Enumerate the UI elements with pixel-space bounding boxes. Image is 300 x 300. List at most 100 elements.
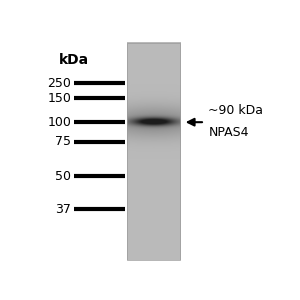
Bar	[127, 201, 181, 202]
Bar	[127, 255, 181, 256]
Bar	[127, 183, 181, 184]
Bar	[127, 130, 181, 131]
Bar	[127, 162, 181, 163]
Bar	[127, 250, 181, 251]
Bar	[127, 166, 181, 167]
Bar	[127, 133, 181, 134]
Bar	[127, 182, 181, 183]
Bar	[127, 256, 181, 257]
Bar	[127, 85, 181, 86]
Bar	[127, 200, 181, 201]
Bar	[127, 230, 181, 231]
Bar	[127, 109, 181, 110]
Bar	[127, 179, 181, 180]
Bar	[127, 89, 181, 90]
Bar	[127, 149, 181, 150]
Bar	[127, 141, 181, 142]
Bar	[127, 44, 181, 45]
Bar	[127, 215, 181, 216]
Bar	[127, 172, 181, 173]
Bar	[127, 52, 181, 53]
Bar	[127, 253, 181, 254]
Bar	[127, 83, 181, 84]
Bar	[127, 198, 181, 199]
Bar	[127, 204, 181, 205]
Bar	[127, 178, 181, 179]
Bar	[127, 91, 181, 92]
Bar	[127, 87, 181, 88]
Bar	[127, 226, 181, 227]
Bar	[127, 144, 181, 145]
Bar	[127, 76, 181, 77]
Bar	[127, 145, 181, 146]
Bar	[127, 94, 181, 95]
Bar	[127, 165, 181, 166]
Bar	[127, 56, 181, 57]
Text: 75: 75	[55, 135, 71, 148]
Bar	[127, 115, 181, 116]
Bar	[127, 130, 181, 131]
Bar	[127, 252, 181, 253]
Bar	[127, 238, 181, 239]
Bar	[127, 44, 181, 45]
Text: 37: 37	[55, 202, 71, 215]
Bar	[127, 73, 181, 74]
Bar	[127, 72, 181, 73]
Bar	[127, 46, 181, 47]
Bar	[127, 134, 181, 135]
Bar	[127, 122, 181, 123]
Bar	[127, 150, 181, 151]
Bar	[127, 245, 181, 246]
Bar	[127, 159, 181, 160]
Bar	[127, 96, 181, 97]
Bar	[127, 102, 181, 103]
Bar	[127, 104, 181, 105]
Bar	[127, 51, 181, 52]
Bar	[127, 54, 181, 55]
Bar	[127, 167, 181, 168]
Bar	[127, 244, 181, 245]
Bar	[127, 188, 181, 189]
Bar	[127, 93, 181, 94]
Bar	[127, 112, 181, 113]
Bar	[127, 204, 181, 205]
Bar	[127, 139, 181, 140]
Bar	[127, 216, 181, 217]
Bar	[127, 180, 181, 181]
Bar	[127, 157, 181, 158]
Bar	[127, 116, 181, 117]
Bar	[127, 140, 181, 141]
Bar	[127, 202, 181, 203]
Bar	[127, 238, 181, 239]
Bar	[127, 122, 181, 124]
Bar	[127, 198, 181, 201]
Bar	[127, 248, 181, 249]
Bar	[127, 102, 181, 103]
Bar	[127, 171, 181, 172]
Bar	[127, 221, 181, 222]
Bar	[127, 194, 181, 195]
Bar	[127, 203, 181, 204]
Bar	[127, 187, 181, 188]
Bar	[127, 43, 181, 44]
Bar	[127, 110, 181, 111]
Bar	[127, 201, 181, 202]
Bar	[127, 188, 181, 189]
Bar	[127, 259, 181, 260]
Bar	[127, 55, 181, 56]
Bar	[127, 99, 181, 100]
Bar	[127, 160, 181, 161]
Bar	[127, 95, 181, 96]
Bar	[127, 183, 181, 184]
Bar	[127, 128, 181, 129]
Bar	[127, 193, 181, 194]
Bar	[127, 148, 181, 150]
Bar	[127, 63, 181, 64]
Bar	[127, 185, 181, 186]
Bar	[127, 209, 181, 210]
Bar	[127, 208, 181, 209]
Bar	[127, 136, 181, 137]
Bar	[127, 195, 181, 196]
Bar	[127, 186, 181, 187]
Bar	[127, 148, 181, 149]
